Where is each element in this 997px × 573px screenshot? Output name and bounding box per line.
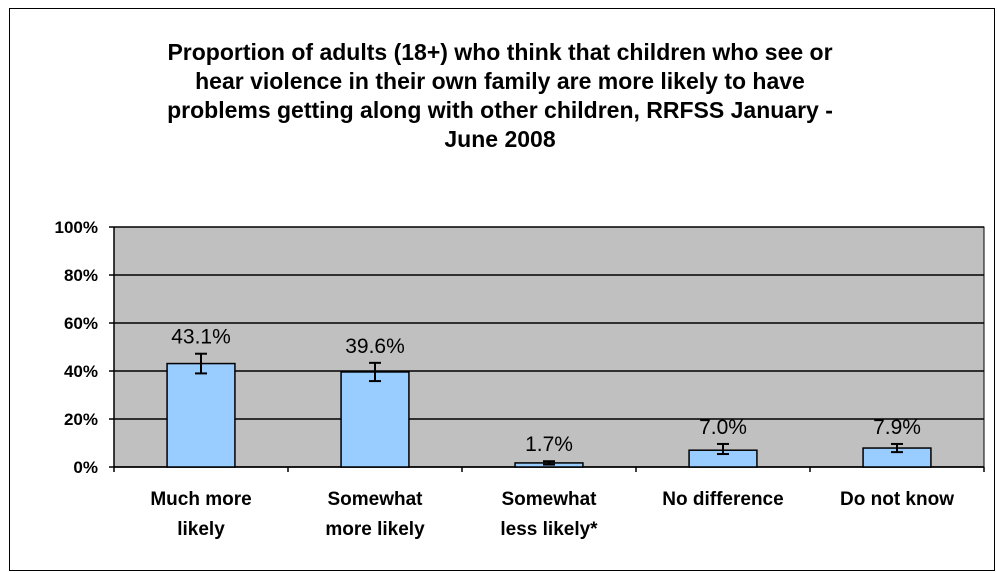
bar — [166, 362, 236, 468]
y-tick-label: 40% — [64, 362, 98, 381]
data-label: 7.0% — [699, 416, 747, 439]
y-tick-label: 20% — [64, 410, 98, 429]
category-label-line: Do not know — [840, 489, 954, 510]
category-label: Somewhat less likely* — [500, 489, 598, 540]
data-label: 43.1% — [171, 326, 231, 349]
category-label: No difference — [662, 489, 783, 510]
category-label-line: No difference — [662, 489, 783, 510]
category-label-line: Somewhat — [327, 489, 423, 510]
category-label-line: less likely* — [500, 519, 598, 540]
data-label: 7.9% — [873, 416, 921, 439]
category-label-line: likely — [177, 519, 225, 540]
data-label: 1.7% — [525, 433, 573, 456]
chart-title: Proportion of adults (18+) who think tha… — [167, 39, 833, 152]
category-label: Do not know — [840, 489, 954, 510]
y-tick-label: 80% — [64, 266, 98, 285]
category-label-line: Much more — [150, 489, 251, 510]
y-tick-label: 0% — [73, 458, 98, 477]
plot-area — [114, 227, 984, 467]
bar — [340, 371, 410, 468]
category-label: Much more likely — [150, 489, 251, 540]
category-label-line: Somewhat — [501, 489, 597, 510]
data-label: 39.6% — [345, 335, 405, 358]
category-label-line: more likely — [325, 519, 425, 540]
y-tick-label: 100% — [55, 218, 98, 237]
category-label: Somewhat more likely — [325, 489, 425, 540]
y-tick-label: 60% — [64, 314, 98, 333]
